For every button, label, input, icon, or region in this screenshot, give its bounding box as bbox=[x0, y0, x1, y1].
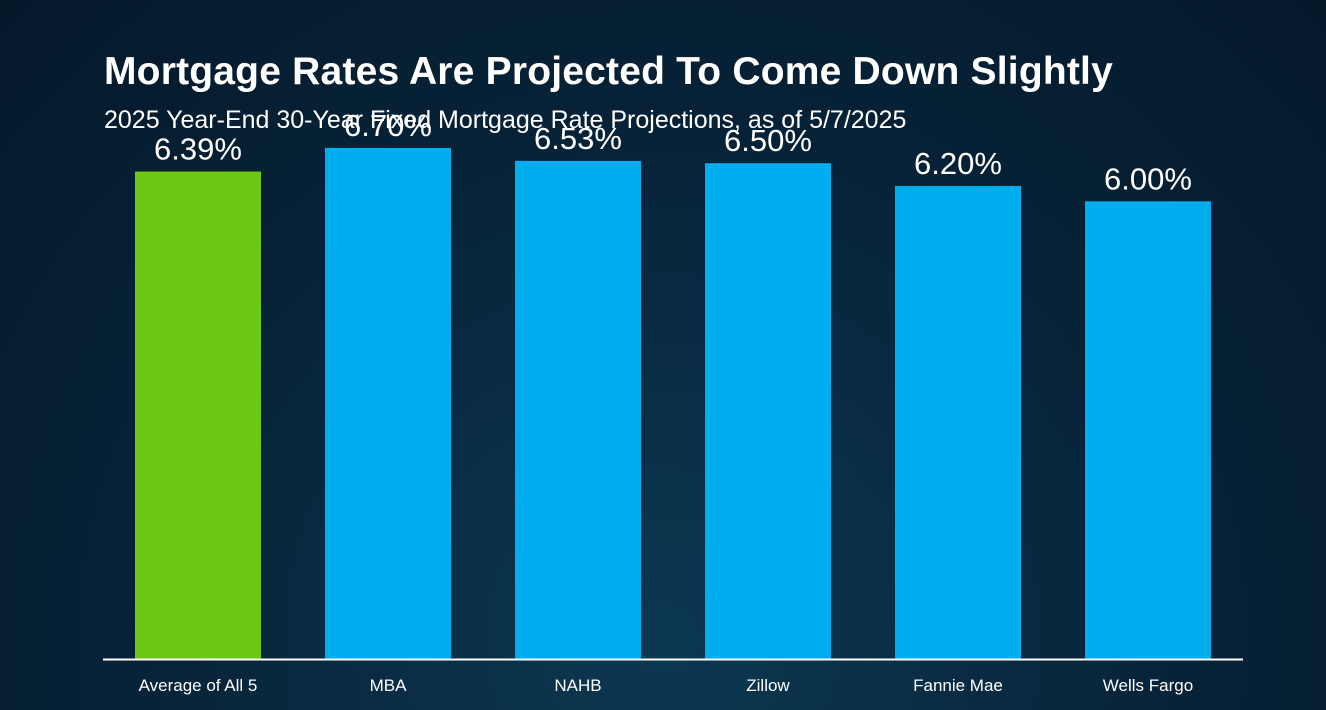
bar-average-of-all-5 bbox=[135, 171, 261, 660]
value-label: 6.70% bbox=[344, 108, 432, 143]
category-label: Zillow bbox=[746, 676, 790, 695]
bar-wells-fargo bbox=[1085, 201, 1211, 660]
value-label: 6.53% bbox=[534, 121, 622, 156]
bar-zillow bbox=[705, 163, 831, 659]
bars-group bbox=[135, 147, 1211, 660]
category-label: NAHB bbox=[554, 676, 601, 695]
bar-nahb bbox=[515, 160, 641, 659]
bar-fannie-mae bbox=[895, 186, 1021, 660]
page-title: Mortgage Rates Are Projected To Come Dow… bbox=[104, 50, 1113, 93]
value-label: 6.20% bbox=[914, 146, 1002, 181]
category-label: Fannie Mae bbox=[913, 676, 1003, 695]
category-labels-group: Average of All 5 MBA NAHB Zillow Fannie Mae W… bbox=[139, 676, 1194, 695]
page-subtitle: 2025 Year-End 30-Year Fixed Mortgage Rat… bbox=[104, 106, 907, 134]
category-label: Wells Fargo bbox=[1103, 676, 1193, 695]
value-label: 6.00% bbox=[1104, 161, 1192, 196]
value-labels-group: 6.39% 6.70% 6.53% 6.50% 6.20% 6.00% bbox=[154, 108, 1192, 196]
category-label: MBA bbox=[370, 676, 408, 695]
bar-mba bbox=[325, 147, 451, 659]
value-label: 6.50% bbox=[724, 123, 812, 158]
value-label: 6.39% bbox=[154, 132, 242, 167]
category-label: Average of All 5 bbox=[139, 676, 258, 695]
